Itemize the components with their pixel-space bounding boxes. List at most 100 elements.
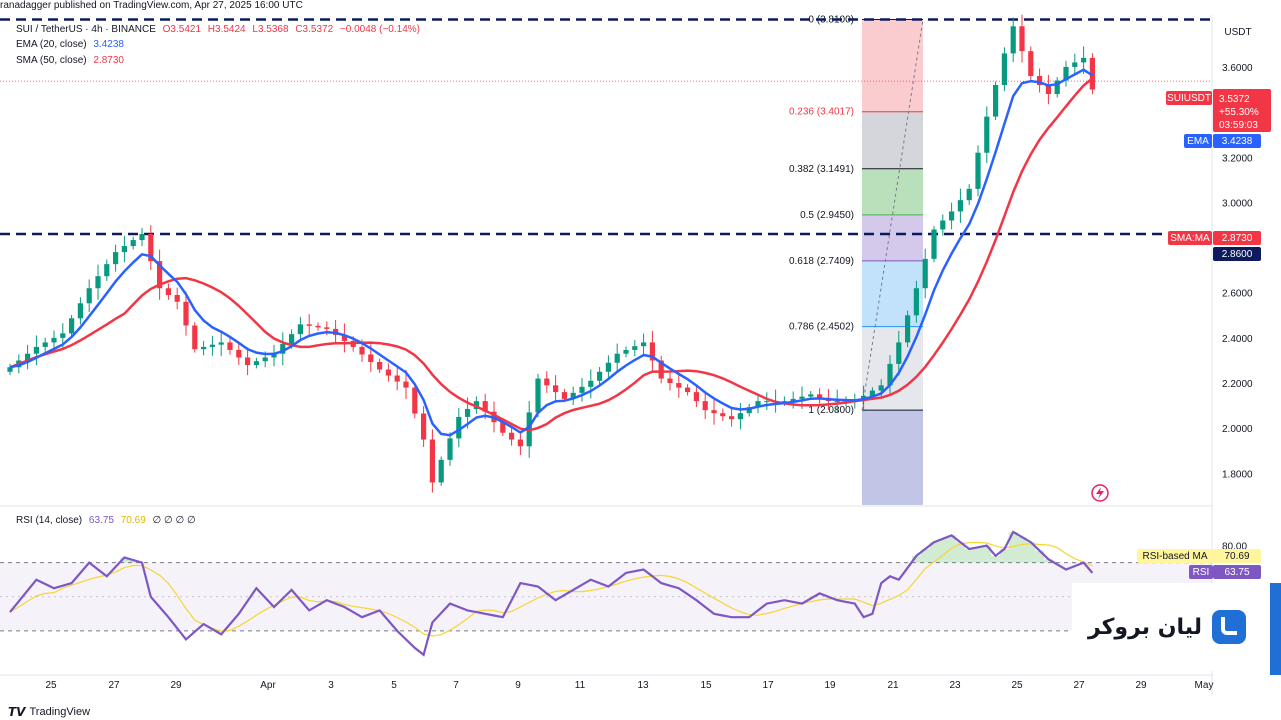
- time-tick-label: 3: [328, 680, 334, 691]
- rsi-ma-tag-box: [1137, 549, 1213, 563]
- rsi-tick-label: 80.00: [1222, 542, 1247, 553]
- candle-body: [869, 390, 875, 396]
- level-tag-box: [1213, 247, 1261, 261]
- candle-body: [157, 261, 163, 289]
- candle-body: [139, 234, 145, 241]
- rsi-legend[interactable]: RSI (14, close) 63.75 70.69 ∅ ∅ ∅ ∅: [16, 515, 200, 526]
- candle-body: [473, 401, 479, 410]
- rsi-ma-value-tag-box: [1213, 549, 1261, 563]
- sma-legend-value: 2.8730: [93, 55, 124, 66]
- candle-body: [394, 375, 400, 382]
- candle-body: [315, 325, 321, 328]
- sma-tag-box: [1168, 231, 1212, 245]
- price-tick-label: 2.6000: [1222, 289, 1253, 300]
- candle-body: [1072, 62, 1078, 67]
- candle-body: [1045, 85, 1051, 95]
- candle-body: [51, 337, 57, 343]
- candle-body: [685, 387, 691, 393]
- price-tick-label: 2.4000: [1222, 334, 1253, 345]
- candle-body: [209, 344, 215, 347]
- candle-body: [905, 315, 911, 343]
- candle-body: [1001, 53, 1007, 85]
- candle-body: [632, 346, 638, 350]
- candle-body: [201, 346, 207, 350]
- candle-body: [1037, 75, 1043, 85]
- candle-body: [412, 387, 418, 414]
- rsi-tag-text: RSI: [1193, 567, 1210, 578]
- sma-tag-text: SMA:MA: [1170, 233, 1210, 244]
- ema-legend-label: EMA (20, close): [16, 39, 87, 50]
- moving-averages: [9, 68, 1094, 437]
- fib-zone: [862, 19, 923, 112]
- candle-body: [605, 362, 611, 372]
- candle-body: [42, 342, 48, 347]
- candle-body: [1028, 51, 1034, 76]
- fib-level-label: 0.236 (3.4017): [789, 107, 854, 118]
- candle-body: [975, 152, 981, 189]
- rsi-value-tag-text: 63.75: [1224, 567, 1249, 578]
- candle-body: [113, 252, 119, 265]
- candle-body: [1089, 57, 1095, 90]
- time-tick-label: 25: [45, 680, 57, 691]
- candle-body: [130, 240, 136, 247]
- candle-body: [297, 324, 303, 335]
- rsi-ma-legend-value: 70.69: [120, 515, 146, 526]
- candle-body: [755, 401, 761, 408]
- publisher-line: ranadagger published on TradingView.com,…: [0, 0, 303, 11]
- rsi-pane: [0, 530, 1212, 657]
- horizontal-lines[interactable]: [0, 18, 1212, 236]
- candle-body: [808, 394, 814, 397]
- candle-body: [104, 264, 110, 277]
- axes: USDT 3.6000 3.2000 3.0000 2.6000 2.4000 2.2000…: [45, 27, 1253, 691]
- ema-legend[interactable]: EMA (20, close) 3.4238: [16, 39, 128, 50]
- time-tick-label: 29: [170, 680, 182, 691]
- candle-body: [623, 349, 629, 354]
- broker-logo-icon: [1212, 610, 1246, 644]
- candle-body: [465, 409, 471, 417]
- time-tick-label: 23: [949, 680, 961, 691]
- last-price-tag-text: 03:59:03: [1219, 120, 1258, 131]
- candle-body: [482, 401, 488, 412]
- candle-body: [720, 413, 726, 417]
- candle-body: [341, 334, 347, 341]
- candle-body: [957, 200, 963, 212]
- fib-level-label: 0.786 (2.4502): [789, 322, 854, 333]
- candle-body: [33, 346, 39, 354]
- time-tick-label: 21: [887, 680, 899, 691]
- candle-body: [324, 327, 330, 329]
- fib-zone-extension: [862, 410, 923, 505]
- fib-level-label: 0 (3.8100): [808, 15, 854, 26]
- candle-body: [509, 432, 515, 440]
- tradingview-footer[interactable]: 𝙏𝙑 TradingView: [8, 705, 90, 719]
- time-tick-label: 5: [391, 680, 397, 691]
- price-tick-label: 3.2000: [1222, 153, 1253, 164]
- symbol-title: SUI / TetherUS · 4h · BINANCE: [16, 24, 156, 35]
- candle-body: [218, 342, 224, 345]
- lightning-icon[interactable]: [1091, 484, 1109, 502]
- fib-level-label: 0.382 (3.1491): [789, 164, 854, 175]
- candle-body: [421, 413, 427, 440]
- candle-body: [949, 211, 955, 221]
- candle-body: [931, 229, 937, 259]
- candle-body: [913, 288, 919, 316]
- candle-body: [262, 357, 268, 362]
- candle-body: [447, 438, 453, 460]
- candle-body: [60, 333, 66, 338]
- time-tick-label: 27: [1073, 680, 1085, 691]
- fib-zone: [862, 260, 923, 327]
- symbol-legend[interactable]: SUI / TetherUS · 4h · BINANCE O3.5421 H3…: [16, 24, 424, 35]
- candle-body: [799, 396, 805, 399]
- fib-zone: [862, 214, 923, 261]
- candle-body: [25, 353, 31, 361]
- sma-legend[interactable]: SMA (50, close) 2.8730: [16, 55, 128, 66]
- candle-body: [403, 381, 409, 388]
- rsi-ma-tag-text: RSI-based MA: [1142, 551, 1207, 562]
- broker-logo-text: لیان بروکر: [1087, 614, 1202, 640]
- candle-body: [245, 357, 251, 365]
- fib-zone: [862, 168, 923, 215]
- candle-body: [377, 361, 383, 370]
- fib-level-label: 0.618 (2.7409): [789, 256, 854, 267]
- fib-level-label: 0.5 (2.9450): [800, 210, 854, 221]
- time-tick-label: 19: [824, 680, 836, 691]
